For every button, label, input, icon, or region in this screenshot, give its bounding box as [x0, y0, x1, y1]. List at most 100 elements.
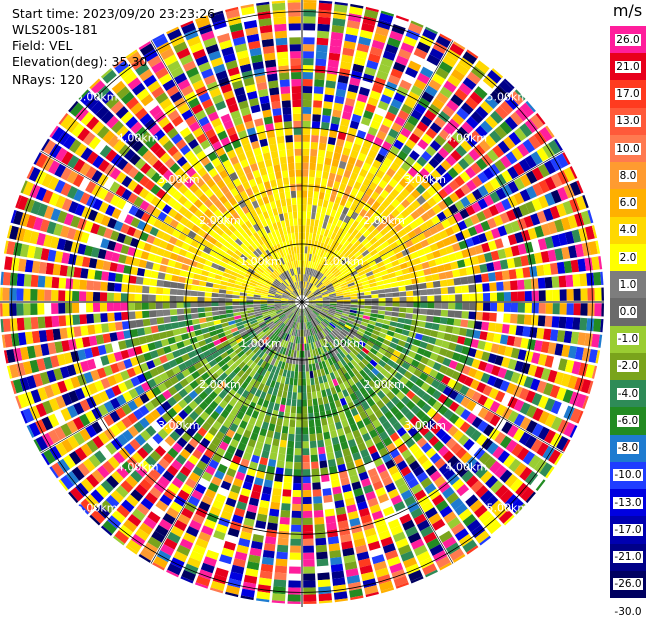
ray-gate — [41, 173, 54, 188]
ray-gate — [326, 314, 333, 320]
ray-gate — [470, 379, 480, 390]
ray-gate — [454, 405, 466, 416]
ray-gate — [520, 255, 529, 267]
ray-gate — [371, 83, 384, 94]
ray-gate — [392, 363, 402, 372]
ray-gate — [139, 393, 150, 404]
ray-gate — [239, 190, 248, 200]
ray-gate — [327, 529, 338, 538]
ray-gate — [547, 369, 558, 383]
ray-gate — [409, 415, 420, 426]
ray-gate — [61, 340, 70, 352]
ray-gate — [194, 268, 203, 275]
ray-gate — [171, 275, 180, 282]
ray-gate — [188, 204, 198, 214]
ray-gate — [115, 171, 127, 184]
ray-gate — [527, 339, 536, 351]
ray-gate — [510, 302, 518, 313]
ray-gate — [434, 458, 446, 470]
ray-gate — [262, 326, 270, 333]
ray-gate — [515, 325, 524, 336]
ray-gate — [332, 217, 339, 226]
ray-gate — [396, 391, 406, 401]
ray-gate — [166, 85, 180, 97]
ray-gate — [297, 281, 300, 289]
ray-gate — [316, 227, 322, 235]
ray-gate — [336, 293, 344, 297]
ray-gate — [476, 293, 484, 302]
ray-gate — [524, 435, 537, 449]
ray-gate — [182, 60, 197, 72]
ray-gate — [429, 470, 442, 482]
ray-gate — [371, 510, 384, 521]
ray-gate — [311, 335, 315, 343]
ray-gate — [243, 398, 251, 408]
ray-gate — [370, 290, 379, 295]
ray-gate — [350, 293, 358, 297]
ray-gate — [336, 295, 344, 299]
ray-gate — [601, 287, 604, 301]
ray-gate — [470, 214, 480, 225]
ray-gate — [179, 378, 189, 388]
ray-gate — [337, 520, 349, 529]
ray-gate — [315, 537, 327, 546]
ray-gate — [110, 438, 123, 451]
ray-gate — [138, 554, 151, 563]
ray-gate — [292, 385, 298, 393]
ray-gate — [395, 55, 409, 66]
ray-gate — [494, 431, 506, 445]
ray-gate — [294, 448, 302, 456]
ray-gate — [510, 280, 518, 291]
ray-gate — [236, 93, 247, 103]
ray-gate — [398, 286, 406, 292]
ray-gate — [105, 204, 116, 217]
ray-gate — [80, 443, 93, 457]
ray-gate — [288, 298, 296, 301]
ray-gate — [194, 347, 203, 356]
ray-gate — [316, 558, 329, 567]
ray-gate — [483, 293, 491, 302]
ray-gate — [73, 431, 86, 446]
ray-gate — [212, 499, 224, 510]
ray-gate — [65, 315, 74, 326]
ray-gate — [226, 347, 235, 355]
ray-gate — [423, 245, 432, 254]
ray-gate — [290, 412, 296, 421]
ray-gate — [260, 235, 267, 244]
ray-gate — [295, 434, 302, 442]
ray-gate — [226, 445, 237, 455]
ray-gate — [315, 317, 321, 324]
ray-gate — [364, 295, 372, 299]
ray-gate — [426, 186, 437, 197]
ray-gate — [221, 232, 230, 241]
ray-gate — [0, 319, 4, 333]
ray-gate — [256, 591, 271, 600]
ray-gate — [499, 469, 513, 483]
ray-gate — [115, 407, 127, 419]
ray-gate — [306, 322, 310, 330]
ray-gate — [215, 227, 224, 236]
ray-gate — [503, 292, 512, 302]
ray-gate — [234, 401, 243, 411]
ray-gate — [538, 395, 549, 409]
ray-gate — [363, 221, 372, 230]
ray-gate — [257, 584, 271, 593]
ray-gate — [336, 352, 343, 361]
ray-gate — [531, 167, 544, 181]
ray-gate — [302, 441, 309, 449]
ray-gate — [302, 141, 310, 149]
ray-gate — [114, 273, 123, 283]
ray-gate — [289, 268, 294, 276]
ray-gate — [95, 504, 110, 519]
ray-gate — [146, 234, 156, 244]
ray-gate — [395, 213, 405, 223]
ray-gate — [538, 179, 550, 194]
ray-gate — [330, 123, 339, 132]
ray-gate — [410, 251, 419, 260]
ray-gate — [456, 126, 469, 139]
ray-gate — [305, 329, 308, 337]
ray-gate — [66, 364, 77, 377]
ray-gate — [250, 386, 258, 395]
ray-gate — [483, 167, 495, 180]
ray-gate — [292, 321, 296, 329]
